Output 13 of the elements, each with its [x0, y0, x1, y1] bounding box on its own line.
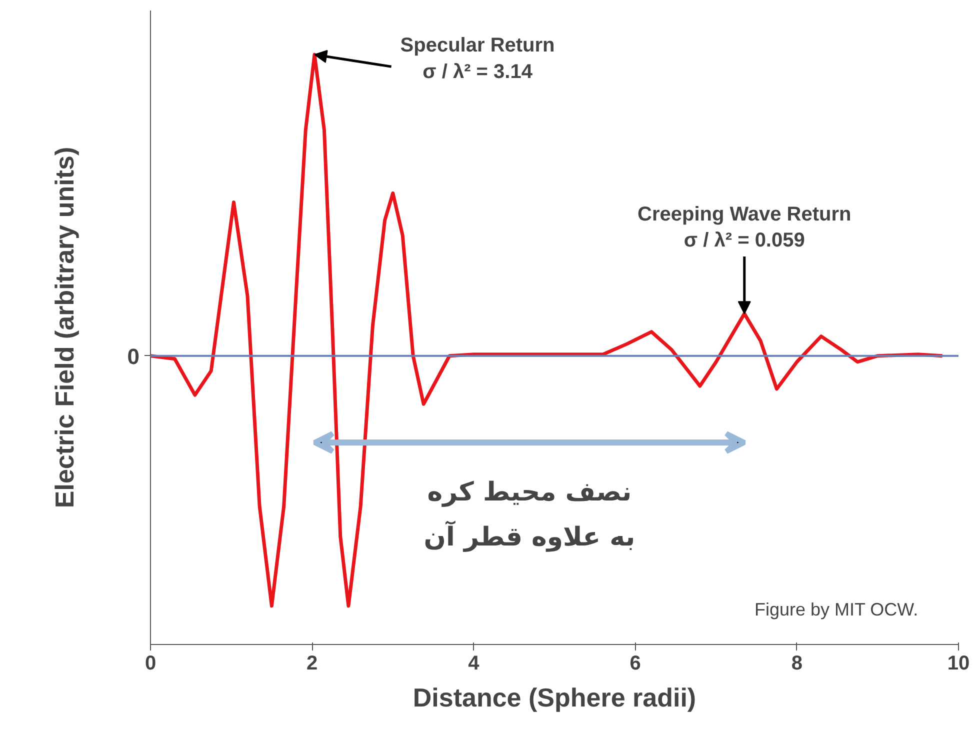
ref-line-label: 0	[127, 344, 140, 369]
annotation: Figure by MIT OCW.	[754, 600, 918, 620]
annotation: Creeping Wave Return σ / λ² = 0.059	[638, 203, 852, 252]
x-tick-label: 2	[306, 652, 318, 674]
x-tick-label: 10	[947, 652, 970, 674]
x-tick-label: 0	[144, 652, 156, 674]
annotation: Specular Return σ / λ² = 3.14	[400, 34, 555, 84]
x-axis-title: Distance (Sphere radii)	[412, 682, 696, 712]
x-tick-label: 4	[468, 652, 480, 674]
x-tick-label: 8	[791, 652, 802, 674]
y-axis-title: Electric Field (arbitrary units)	[49, 146, 80, 508]
x-tick-label: 6	[630, 652, 641, 674]
annotation: نصف محیط کره به علاوه قطر آن	[424, 477, 636, 552]
